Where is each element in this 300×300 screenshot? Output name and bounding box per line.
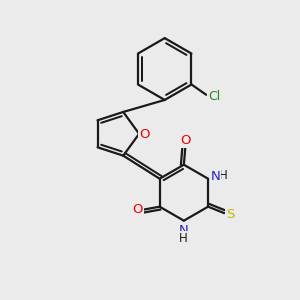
Text: Cl: Cl <box>208 90 220 103</box>
Text: H: H <box>219 169 228 182</box>
Text: O: O <box>139 128 150 141</box>
Text: H: H <box>179 232 188 245</box>
Text: S: S <box>226 208 234 221</box>
Text: O: O <box>132 203 143 216</box>
Text: N: N <box>178 224 188 238</box>
Text: N: N <box>211 170 220 183</box>
Text: O: O <box>180 134 190 147</box>
